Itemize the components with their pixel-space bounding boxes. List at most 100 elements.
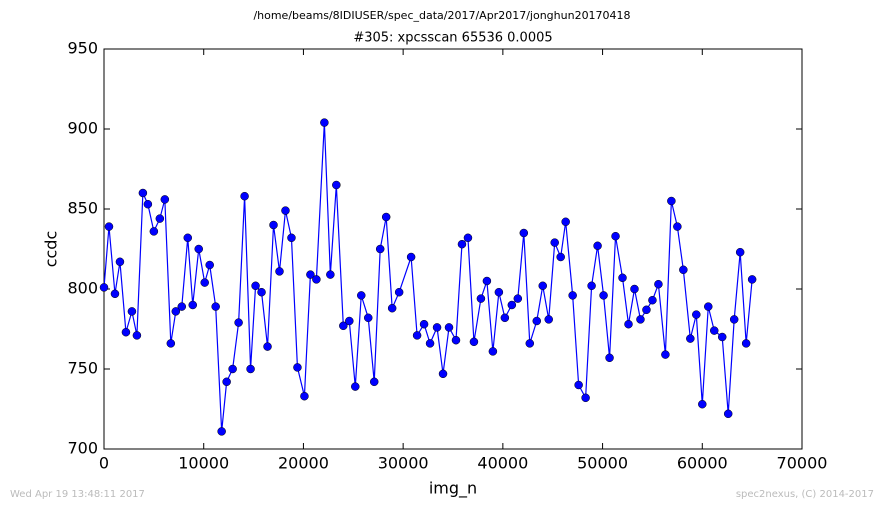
- data-point: [425, 339, 435, 348]
- data-point: [667, 196, 676, 206]
- data-point: [211, 302, 220, 311]
- data-point: [568, 291, 577, 300]
- data-point: [332, 180, 341, 190]
- data-point: [469, 337, 479, 347]
- data-point: [661, 350, 670, 359]
- data-point: [240, 191, 249, 201]
- data-point: [246, 364, 255, 374]
- data-point: [188, 300, 197, 310]
- plot-frame: [103, 48, 803, 450]
- data-point: [476, 294, 486, 303]
- data-point: [149, 227, 159, 236]
- x-tick-label: 50000: [577, 454, 628, 473]
- data-point: [263, 342, 272, 351]
- data-point: [561, 217, 570, 227]
- data-point: [735, 247, 745, 257]
- data-point: [155, 214, 165, 223]
- data-point: [381, 212, 391, 222]
- data-point: [599, 291, 608, 300]
- data-point: [654, 279, 663, 289]
- chart-title: #305: xpcsscan 65536 0.0005: [353, 31, 552, 46]
- data-point: [419, 319, 429, 329]
- data-point: [339, 321, 348, 331]
- data-point: [432, 323, 442, 332]
- x-tick-label: 70000: [777, 454, 828, 473]
- data-point: [444, 323, 454, 332]
- data-point: [363, 313, 373, 323]
- y-axis-title: ccdc: [42, 231, 61, 268]
- y-tick-label: 700: [67, 439, 98, 458]
- data-point: [375, 244, 385, 254]
- data-point: [99, 283, 109, 292]
- data-point: [412, 331, 422, 340]
- data-point: [217, 427, 226, 436]
- data-point: [351, 382, 360, 391]
- data-point: [550, 238, 559, 247]
- data-point: [463, 233, 473, 243]
- data-point: [729, 315, 739, 324]
- data-point: [257, 287, 266, 297]
- data-point: [132, 331, 142, 340]
- data-point: [110, 289, 120, 299]
- data-point: [488, 347, 498, 356]
- data-point: [143, 199, 153, 209]
- data-point: [104, 222, 114, 231]
- data-point: [500, 313, 510, 323]
- x-tick-label: 20000: [278, 454, 329, 473]
- data-point: [686, 334, 695, 343]
- x-tick-label: 10000: [178, 454, 229, 473]
- data-point: [320, 118, 329, 127]
- data-point: [281, 206, 290, 215]
- data-point: [741, 339, 751, 348]
- data-point: [593, 241, 602, 251]
- data-point: [710, 326, 719, 335]
- data-point: [234, 318, 243, 327]
- data-point: [673, 222, 682, 231]
- data-point: [326, 270, 335, 279]
- data-point: [138, 188, 148, 198]
- data-point: [519, 228, 529, 238]
- data-point: [194, 244, 203, 254]
- x-tick-label: 30000: [378, 454, 429, 473]
- data-point: [269, 220, 278, 230]
- data-point: [275, 267, 284, 276]
- data-point: [679, 265, 688, 275]
- y-tick-label: 900: [67, 119, 98, 138]
- suptitle: /home/beams/8IDIUSER/spec_data/2017/Apr2…: [253, 9, 630, 22]
- data-point: [482, 276, 492, 286]
- footer-right: spec2nexus, (C) 2014-2017: [736, 489, 874, 500]
- data-point: [605, 353, 614, 363]
- data-point: [177, 302, 187, 311]
- x-tick-label: 60000: [677, 454, 728, 473]
- data-point: [457, 239, 467, 249]
- data-point: [624, 319, 633, 329]
- y-tick-label: 800: [67, 279, 98, 298]
- y-tick-label: 850: [67, 199, 98, 218]
- data-point: [581, 393, 590, 403]
- data-point: [532, 316, 542, 326]
- data-point: [300, 391, 309, 401]
- data-point: [160, 195, 170, 204]
- data-point: [611, 231, 620, 241]
- data-point: [507, 300, 517, 310]
- data-point: [127, 307, 137, 316]
- y-tick-label: 750: [67, 359, 98, 378]
- data-point: [525, 339, 535, 348]
- data-point: [121, 327, 131, 337]
- data-point: [287, 233, 296, 243]
- footer-left: Wed Apr 19 13:48:11 2017: [10, 489, 145, 500]
- data-point: [642, 305, 651, 315]
- x-tick-label: 40000: [477, 454, 528, 473]
- y-tick-label: 950: [67, 39, 98, 58]
- data-point: [538, 281, 547, 291]
- data-point: [630, 284, 639, 294]
- data-point: [183, 233, 193, 243]
- data-point: [205, 260, 214, 270]
- data-point: [544, 315, 553, 324]
- data-point: [636, 315, 645, 324]
- data-point: [692, 310, 701, 319]
- data-point: [747, 275, 757, 284]
- data-point: [171, 307, 181, 316]
- data-point: [587, 281, 596, 291]
- data-point: [574, 380, 583, 390]
